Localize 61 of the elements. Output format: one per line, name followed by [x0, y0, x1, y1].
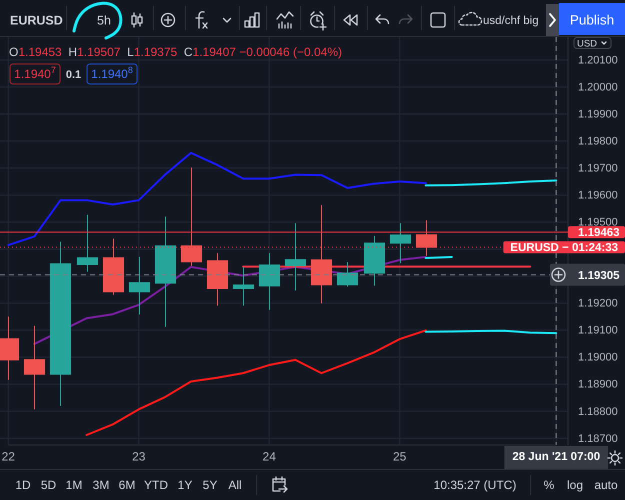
candlestick: [154, 216, 176, 328]
candlestick: [416, 220, 438, 256]
y-tick-label: 1.18700: [578, 432, 618, 445]
text: 5Y: [202, 478, 218, 492]
candlestick: [128, 256, 150, 315]
text: 1M: [66, 478, 82, 492]
ref-line-label: 1.19463: [578, 227, 620, 240]
text: %: [544, 478, 555, 492]
y-tick-label: 1.19200: [578, 298, 618, 310]
text: 10:35:27 (UTC): [434, 478, 516, 492]
chart-title: EURUSD: [10, 13, 63, 28]
text: Publish: [570, 12, 614, 28]
text: USD: [576, 38, 598, 50]
text: All: [228, 478, 242, 492]
y-tick-label: 1.19900: [578, 108, 618, 121]
annotation: EURUSD − 01:24:33: [510, 242, 618, 254]
ref-line-label: 1.19305: [578, 270, 620, 282]
y-tick-label: 1.20000: [578, 82, 618, 94]
x-tick-label: 24: [262, 450, 276, 464]
text: 5h: [97, 13, 111, 28]
candlestick: [206, 252, 228, 306]
x-tick-label: 22: [2, 450, 16, 464]
text: O1.19453 H1.19507 L1.19375 C1.19407 −0.00046 (−0.04%): [9, 45, 342, 60]
candlestick: [258, 252, 280, 310]
text: 6M: [118, 478, 136, 492]
candlestick: [50, 241, 72, 406]
annotation: 1.1940$^{8}$: [91, 65, 133, 82]
candlestick: [76, 214, 98, 272]
y-tick-label: 1.19100: [578, 324, 618, 337]
y-tick-label: 1.18900: [578, 378, 618, 391]
y-tick-label: 1.19700: [578, 162, 618, 175]
text: 3M: [92, 478, 110, 492]
candlestick: [390, 222, 412, 264]
text: YTD: [144, 478, 168, 492]
text: usd/chf big: [483, 15, 539, 28]
y-tick-label: 1.19500: [578, 216, 618, 229]
line-series: [7, 152, 427, 246]
candlestick: [364, 235, 386, 286]
y-tick-label: 1.20100: [578, 54, 618, 66]
text: auto: [594, 478, 618, 492]
x-tick-label: 23: [132, 450, 146, 464]
candlestick: [310, 204, 332, 304]
text: 5D: [40, 478, 56, 492]
y-tick-label: 1.18800: [578, 406, 618, 418]
candlestick: [102, 238, 124, 296]
annotation: 1.1940$^{7}$: [14, 65, 56, 82]
candlestick: [336, 262, 358, 288]
y-tick-label: 1.19600: [578, 190, 618, 202]
candlestick: [180, 167, 202, 266]
x-tick-label: 28 Jun '21 07:00: [512, 451, 600, 464]
x-tick-label: 25: [392, 450, 407, 464]
text: log: [566, 478, 584, 492]
candlestick: [232, 266, 254, 306]
line-series: [86, 329, 427, 436]
candlestick: [284, 222, 306, 291]
text: 1D: [15, 478, 31, 492]
y-tick-label: 1.19000: [578, 352, 618, 364]
text: 1Y: [178, 478, 192, 492]
y-tick-label: 1.19800: [578, 136, 618, 148]
candlestick: [24, 325, 46, 410]
annotation: 0.1: [66, 68, 82, 81]
